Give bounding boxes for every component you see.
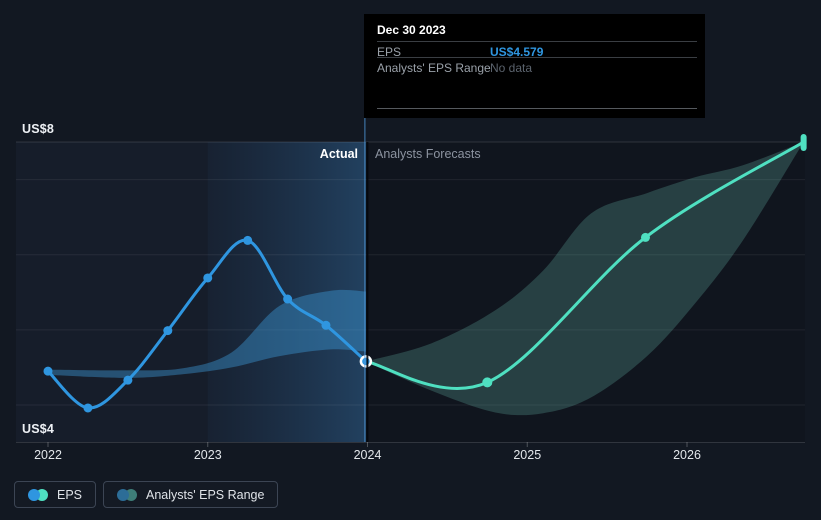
legend-label-eps: EPS xyxy=(57,487,83,502)
legend-chip-eps[interactable]: EPS xyxy=(14,481,97,508)
data-point[interactable] xyxy=(321,320,331,330)
tooltip-eps-label: EPS xyxy=(377,45,402,59)
section-label-actual: Actual xyxy=(319,147,358,161)
tooltip-divider xyxy=(377,57,697,58)
highlighted-data-point[interactable] xyxy=(359,355,373,368)
section-label-forecasts: Analysts Forecasts xyxy=(375,147,481,161)
tooltip-range-value: No data xyxy=(490,61,533,75)
tooltip-range-label: Analysts' EPS Range xyxy=(377,61,491,75)
data-point[interactable] xyxy=(43,366,53,376)
data-point[interactable] xyxy=(83,403,93,413)
forecast-line xyxy=(364,140,806,390)
legend-chip-analysts-eps-range[interactable]: Analysts' EPS Range xyxy=(103,481,279,508)
actual-range-band xyxy=(48,289,366,378)
blue-dot-icon xyxy=(28,488,40,501)
plot-backgrounds xyxy=(16,142,805,442)
gridlines xyxy=(16,141,805,447)
steel-dot-icon xyxy=(117,488,130,501)
legend: EPS Analysts' EPS Range xyxy=(14,481,279,508)
x-axis-label: 2025 xyxy=(513,448,542,462)
tooltip: Dec 30 2023 EPS US$4.579 Analysts' EPS R… xyxy=(364,14,705,118)
forecast-range-band xyxy=(365,142,804,416)
x-axis-label: 2022 xyxy=(34,448,62,462)
data-point[interactable] xyxy=(123,375,133,385)
data-point[interactable] xyxy=(283,294,293,304)
tooltip-eps-value: US$4.579 xyxy=(490,45,544,59)
crosshair-and-divider xyxy=(364,116,369,442)
forecast-region-background xyxy=(365,142,805,442)
x-axis-label: 2024 xyxy=(353,448,382,462)
legend-label-range: Analysts' EPS Range xyxy=(146,487,265,502)
data-point[interactable] xyxy=(243,235,253,245)
range-series-icon xyxy=(117,488,138,501)
data-point[interactable] xyxy=(203,273,213,283)
data-points xyxy=(43,134,807,413)
y-axis-label-bottom: US$4 xyxy=(22,422,55,436)
x-axis-label: 2023 xyxy=(193,448,222,462)
tooltip-bottom-divider xyxy=(377,108,697,109)
tooltip-divider xyxy=(377,41,697,42)
y-axis-label-top: US$8 xyxy=(22,122,55,136)
tooltip-date-title: Dec 30 2023 xyxy=(377,23,446,37)
data-point[interactable] xyxy=(482,377,493,388)
x-axis-label: 2026 xyxy=(673,448,701,462)
eps-series-icon xyxy=(28,488,48,501)
range-bands xyxy=(48,142,804,416)
data-point[interactable] xyxy=(640,232,650,242)
forecast-end-marker xyxy=(800,134,807,151)
data-point[interactable] xyxy=(163,326,173,336)
hover-highlight-band xyxy=(207,142,366,442)
